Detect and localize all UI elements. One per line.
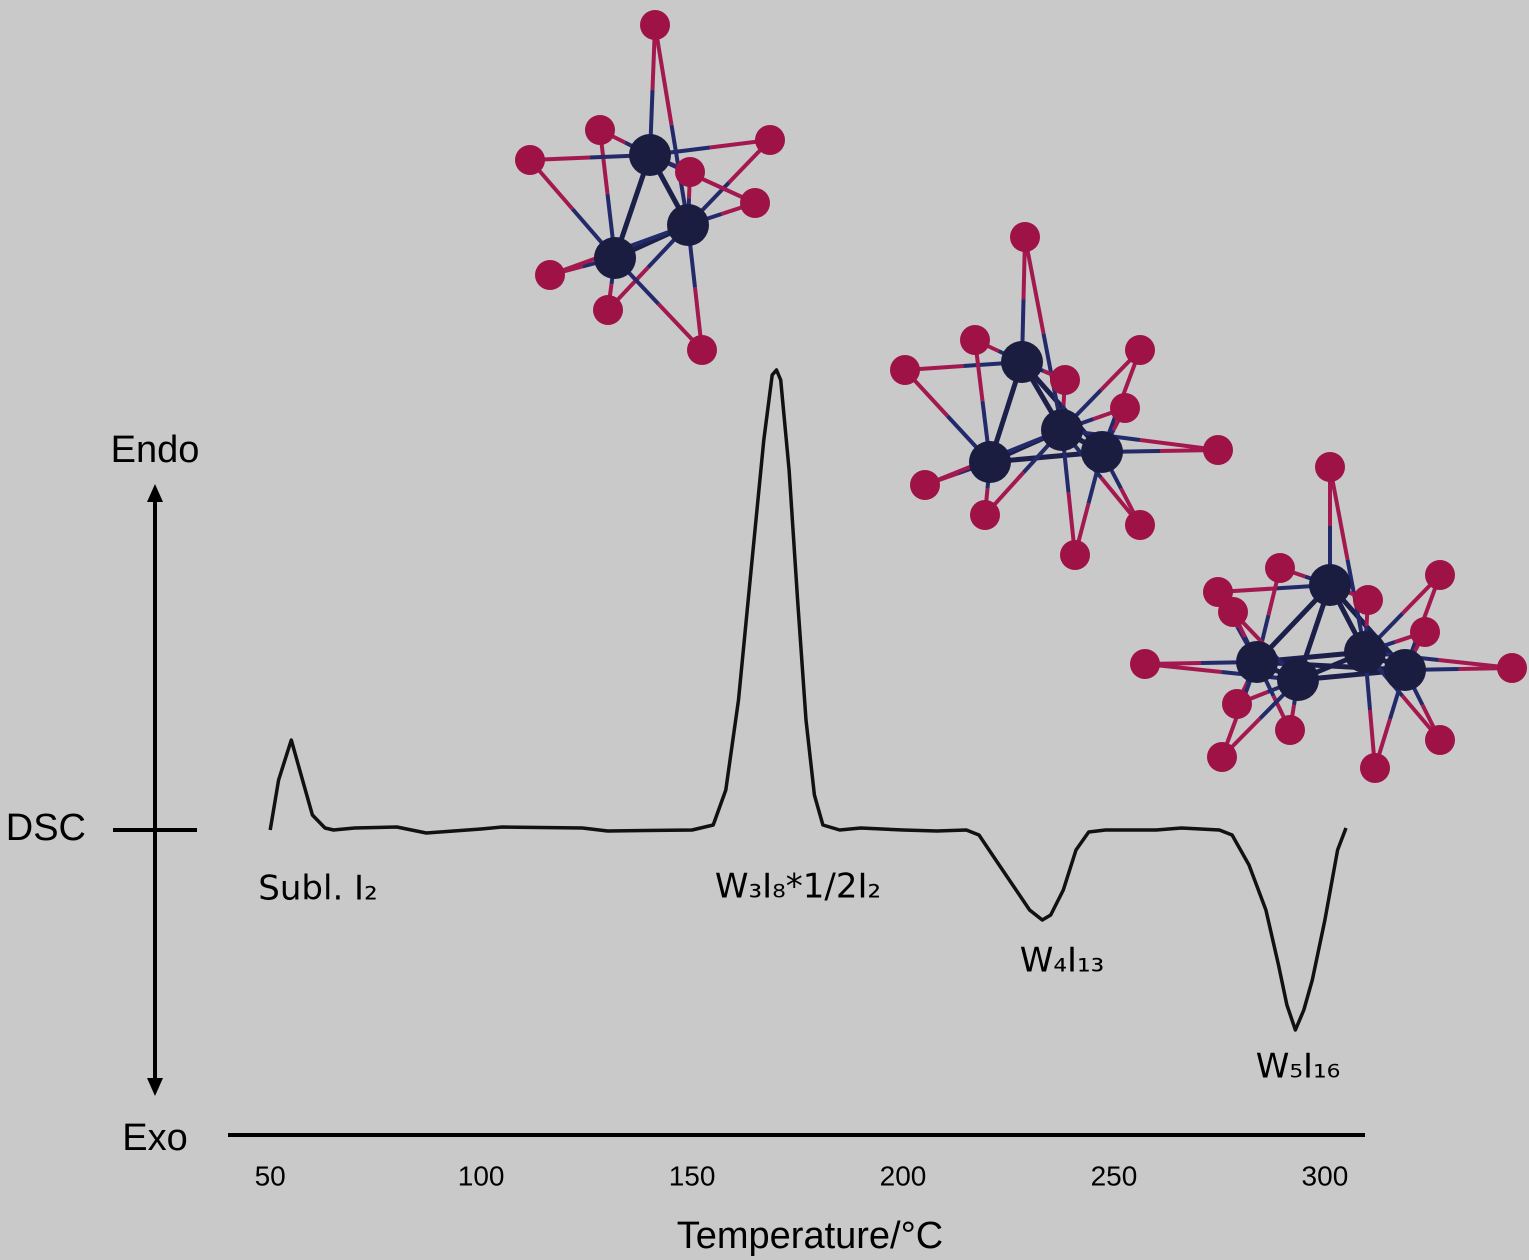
- peak-annotation: W₄I₁₃: [1020, 941, 1105, 981]
- tungsten-atom: [594, 237, 636, 279]
- iodine-atom: [1222, 689, 1252, 719]
- iodine-atom: [1060, 540, 1090, 570]
- iodine-atom: [675, 157, 705, 187]
- page: {"chart_data": { "type": "line", "x_labe…: [0, 0, 1529, 1260]
- iodine-atom: [1425, 560, 1455, 590]
- y-label-bottom: Exo: [122, 1117, 187, 1159]
- iodine-atom: [535, 260, 565, 290]
- x-tick-label: 300: [1302, 1160, 1349, 1191]
- iodine-atom: [1207, 742, 1237, 772]
- iodine-atom: [1425, 725, 1455, 755]
- iodine-atom: [1203, 435, 1233, 465]
- tungsten-atom: [1384, 649, 1426, 691]
- tungsten-atom: [667, 204, 709, 246]
- tungsten-atom: [1277, 659, 1319, 701]
- iodine-atom: [640, 10, 670, 40]
- iodine-atom: [1125, 335, 1155, 365]
- iodine-atom: [687, 335, 717, 365]
- tungsten-atom: [1344, 631, 1386, 673]
- tungsten-atom: [629, 134, 671, 176]
- tungsten-atom: [1081, 431, 1123, 473]
- peak-annotation: W₅I₁₆: [1256, 1047, 1341, 1087]
- iodine-atom: [740, 188, 770, 218]
- iodine-atom: [593, 295, 623, 325]
- x-tick-label: 250: [1091, 1160, 1138, 1191]
- peak-annotation: W₃I₈*1/2I₂: [715, 867, 881, 907]
- tungsten-atom: [1309, 564, 1351, 606]
- x-tick-label: 50: [255, 1160, 286, 1191]
- tungsten-atom: [1041, 409, 1083, 451]
- iodine-atom: [1050, 365, 1080, 395]
- iodine-atom: [1275, 715, 1305, 745]
- iodine-atom: [1360, 753, 1390, 783]
- iodine-atom: [1125, 510, 1155, 540]
- x-tick-label: 200: [880, 1160, 927, 1191]
- iodine-atom: [755, 125, 785, 155]
- iodine-atom: [515, 145, 545, 175]
- x-tick-label: 150: [669, 1160, 716, 1191]
- iodine-atom: [1218, 597, 1248, 627]
- iodine-atom: [970, 500, 1000, 530]
- iodine-atom: [585, 115, 615, 145]
- iodine-atom: [1410, 617, 1440, 647]
- arrow-head: [147, 1078, 163, 1096]
- iodine-atom: [1110, 393, 1140, 423]
- bond: [655, 25, 672, 125]
- iodine-atom: [1353, 585, 1383, 615]
- peak-annotation: Subl. I₂: [258, 869, 377, 909]
- iodine-atom: [960, 325, 990, 355]
- iodine-atom: [1315, 452, 1345, 482]
- iodine-atom: [1010, 222, 1040, 252]
- chart: Endo Exo Temperature/°C 50 100 150 200 250 30…: [0, 0, 1529, 1260]
- y-tick-label: DSC: [6, 807, 86, 849]
- tungsten-atom: [1001, 341, 1043, 383]
- dsc-curve: [270, 370, 1346, 1030]
- iodine-atom: [1130, 649, 1160, 679]
- iodine-atom: [910, 470, 940, 500]
- tungsten-atom: [1236, 641, 1278, 683]
- arrow-head: [147, 484, 163, 502]
- x-axis-title: Temperature/°C: [677, 1215, 944, 1257]
- iodine-atom: [1497, 653, 1527, 683]
- y-label-top: Endo: [111, 429, 200, 471]
- tungsten-atom: [969, 441, 1011, 483]
- molecule-structures: [515, 10, 1527, 783]
- iodine-atom: [1265, 553, 1295, 583]
- iodine-atom: [890, 355, 920, 385]
- x-tick-label: 100: [458, 1160, 505, 1191]
